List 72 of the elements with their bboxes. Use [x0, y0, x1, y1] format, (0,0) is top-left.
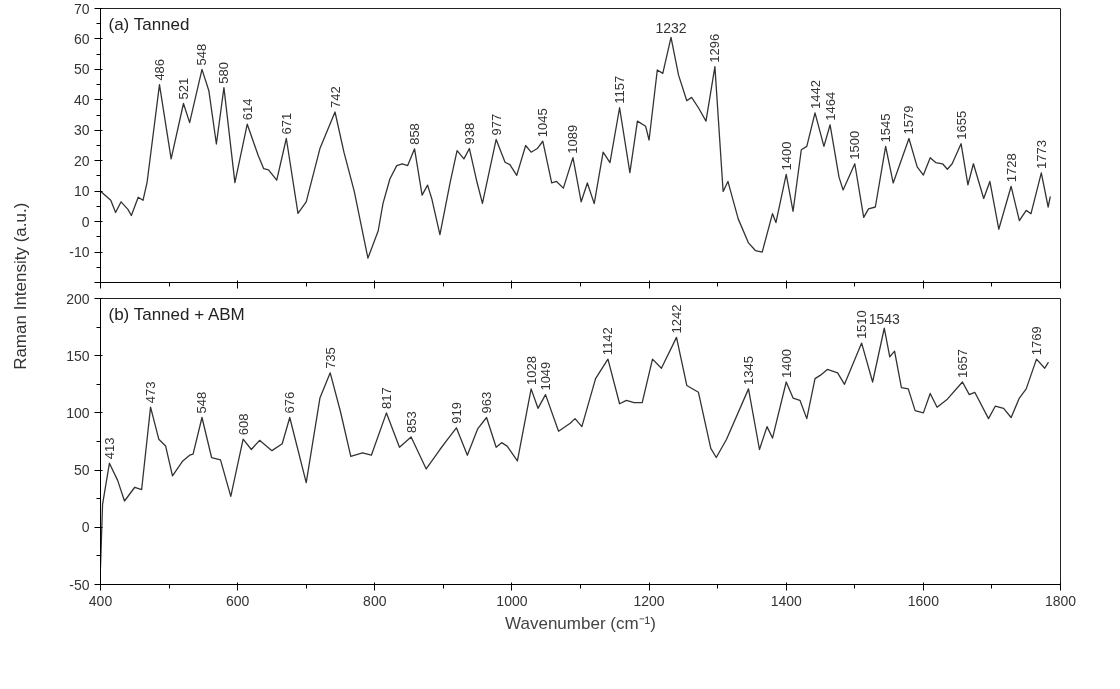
annotation: 486 — [151, 58, 167, 81]
annotation: 1089 — [565, 124, 581, 154]
annotation: 853 — [403, 411, 419, 433]
annotation: 858 — [407, 123, 423, 145]
x-tick-label: 1000 — [496, 592, 528, 609]
annotation: 1769 — [1029, 326, 1044, 356]
x-tick-label: 800 — [363, 592, 387, 609]
annotation: 1543 — [868, 311, 901, 328]
y-tick-label: 100 — [66, 404, 90, 421]
annotation: 742 — [327, 86, 343, 109]
x-tick-label: 1600 — [907, 592, 940, 609]
annotation: 608 — [235, 413, 251, 436]
annotation: 1242 — [669, 304, 684, 334]
annotation: 1579 — [901, 105, 917, 135]
annotation: 1028 — [523, 355, 539, 385]
x-tick-label: 600 — [225, 592, 250, 609]
y-tick-label: 10 — [73, 183, 90, 200]
y-tick-label: 200 — [66, 290, 90, 307]
annotation: 548 — [194, 43, 210, 66]
line-series — [100, 36, 1051, 259]
x-tick-label: 1400 — [770, 592, 802, 609]
chart-title: (a) Tanned — [108, 14, 190, 34]
x-tick-label: 400 — [88, 592, 113, 609]
annotation: 1157 — [612, 75, 628, 104]
y-tick-label: 0 — [81, 519, 90, 536]
annotation: 1545 — [878, 113, 894, 143]
annotation: 735 — [322, 347, 338, 369]
y-tick-label: 150 — [66, 347, 90, 364]
y-axis-title: Raman Intensity (a.u.) — [11, 202, 30, 370]
y-tick-label: 0 — [81, 213, 90, 230]
x-tick-label: 1200 — [633, 592, 665, 609]
annotation: 1296 — [707, 33, 723, 63]
y-tick-label: 60 — [73, 30, 90, 47]
annotation: 1045 — [535, 108, 551, 138]
y-tick-label: 70 — [73, 0, 90, 17]
annotation: 1400 — [778, 349, 794, 379]
annotation: 938 — [461, 122, 477, 145]
annotation: 413 — [101, 437, 117, 460]
annotation: 614 — [239, 98, 255, 121]
annotation: 817 — [378, 387, 394, 409]
annotation: 919 — [448, 402, 464, 424]
y-tick-label: -10 — [69, 244, 90, 261]
annotation: 1500 — [847, 130, 863, 160]
annotation: 1510 — [854, 310, 870, 340]
annotation: 548 — [194, 391, 210, 414]
annotation: 580 — [216, 61, 232, 84]
annotation: 1232 — [655, 20, 687, 37]
annotation: 1049 — [538, 361, 554, 391]
annotation: 521 — [175, 77, 191, 100]
annotation: 1442 — [807, 80, 823, 109]
annotation: 671 — [278, 112, 294, 135]
annotation: 1400 — [778, 141, 794, 171]
y-tick-label: 30 — [73, 122, 90, 139]
y-tick-label: 50 — [73, 61, 90, 78]
annotation: 676 — [282, 391, 298, 414]
annotation: 1142 — [600, 327, 616, 356]
y-tick-label: 40 — [73, 91, 90, 108]
annotation: 473 — [143, 381, 159, 404]
annotation: 1773 — [1033, 139, 1049, 169]
annotation: 1728 — [1003, 153, 1019, 183]
y-tick-label: 50 — [73, 462, 90, 479]
annotation: 1345 — [741, 355, 756, 385]
annotation: 1657 — [954, 349, 970, 379]
x-axis-title: Wavenumber (cm⁻¹) — [505, 613, 656, 633]
annotation: 977 — [488, 113, 504, 136]
annotation: 1464 — [822, 91, 838, 121]
y-tick-label: -50 — [69, 576, 90, 593]
annotation: 963 — [479, 391, 495, 414]
y-tick-label: 20 — [73, 152, 90, 169]
annotation: 1655 — [953, 110, 969, 140]
x-tick-label: 1800 — [1044, 592, 1077, 609]
chart-title: (b) Tanned + ABM — [108, 304, 245, 324]
